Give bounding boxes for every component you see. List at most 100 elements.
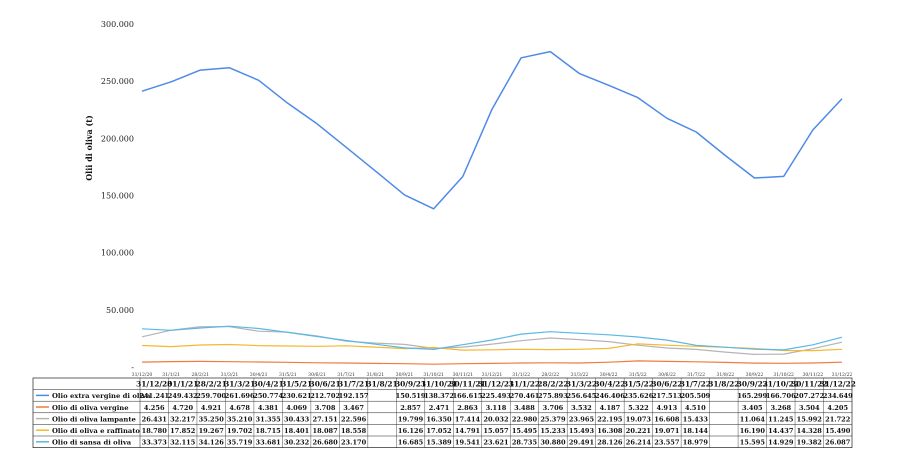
series-line-1 bbox=[141, 50, 843, 210]
x-tick-label: 31/10/21 bbox=[423, 372, 444, 378]
table-cell: 166.615 bbox=[453, 392, 483, 400]
table-cell: 32.115 bbox=[170, 439, 196, 447]
x-tick-label: 31/7/22 bbox=[687, 372, 705, 378]
table-cell: 3.268 bbox=[770, 404, 791, 412]
table-cell: 35.250 bbox=[199, 415, 225, 423]
table-cell: 25.379 bbox=[540, 415, 566, 423]
table-series-name: Olio di oliva lampante bbox=[52, 415, 137, 423]
x-tick-label: 31/7/21 bbox=[337, 372, 355, 378]
table-cell: 192.157 bbox=[339, 392, 369, 400]
table-cell: 22.195 bbox=[597, 415, 623, 423]
table-cell: 26.431 bbox=[142, 415, 167, 423]
series-line-2 bbox=[141, 360, 843, 365]
x-tick-label: 30/4/22 bbox=[600, 372, 618, 378]
table-header-date: 31/12/22 bbox=[820, 380, 856, 389]
table-cell: 18.087 bbox=[312, 427, 338, 435]
table-cell: 4.205 bbox=[827, 404, 848, 412]
table-header-date: 31/5/21 bbox=[281, 380, 312, 389]
data-table: 31/12/2031/1/2128/2/2131/3/2130/4/2131/5… bbox=[32, 377, 856, 448]
table-cell: 3.405 bbox=[742, 404, 763, 412]
table-cell: 30.880 bbox=[540, 439, 566, 447]
table-cell: 15.495 bbox=[512, 427, 538, 435]
table-cell: 22.596 bbox=[341, 415, 367, 423]
table-cell: 261.696 bbox=[225, 392, 255, 400]
table-cell: 20.221 bbox=[626, 427, 651, 435]
table-cell: 19.071 bbox=[654, 427, 679, 435]
table-cell: 19.541 bbox=[455, 439, 480, 447]
x-tick-label: 30/11/21 bbox=[453, 372, 474, 378]
table-cell: 15.233 bbox=[540, 427, 566, 435]
x-tick-label: 30/4/21 bbox=[250, 372, 268, 378]
x-tick-label: 31/12/22 bbox=[832, 372, 853, 378]
x-tick-label: 31/3/21 bbox=[221, 372, 239, 378]
table-cell: 18.979 bbox=[683, 439, 709, 447]
table-series-name: Olio di sansa di oliva bbox=[52, 439, 132, 447]
table-cell: 275.893 bbox=[538, 392, 568, 400]
table-cell: 166.706 bbox=[766, 392, 796, 400]
table-header-date: 28/2/21 bbox=[196, 380, 227, 389]
table-cell: 259.700 bbox=[196, 392, 226, 400]
table-cell: 212.702 bbox=[310, 392, 340, 400]
table-cell: 11.064 bbox=[740, 415, 766, 423]
x-tick-label: 31/12/20 bbox=[132, 372, 153, 378]
table-cell: 3.532 bbox=[571, 404, 592, 412]
table-cell: 4.187 bbox=[600, 404, 621, 412]
table-series-name: Olio di oliva e raffinato bbox=[52, 427, 140, 435]
x-tick-label: 28/2/21 bbox=[191, 372, 209, 378]
table-cell: 18.780 bbox=[142, 427, 168, 435]
table-header-date: 31/8/21 bbox=[367, 380, 398, 389]
table-header-date: 31/7/21 bbox=[338, 380, 369, 389]
table-cell: 14.328 bbox=[797, 427, 823, 435]
table-cell: 26.214 bbox=[626, 439, 652, 447]
table-cell: 22.980 bbox=[512, 415, 538, 423]
x-tick-label: 31/5/22 bbox=[629, 372, 647, 378]
table-cell: 23.557 bbox=[654, 439, 680, 447]
table-cell: 138.372 bbox=[424, 392, 454, 400]
x-tick-label: 28/2/22 bbox=[541, 372, 559, 378]
y-tick-label: - bbox=[131, 363, 134, 372]
table-header-date: 31/10/21 bbox=[421, 380, 457, 389]
table-cell: 30.433 bbox=[284, 415, 310, 423]
table-cell: 14.929 bbox=[768, 439, 794, 447]
table-cell: 225.493 bbox=[481, 392, 511, 400]
table-cell: 270.461 bbox=[510, 392, 540, 400]
table-cell: 16.350 bbox=[426, 415, 452, 423]
table-header-date: 30/6/21 bbox=[310, 380, 341, 389]
table-cell: 249.432 bbox=[168, 392, 198, 400]
series-lines bbox=[141, 50, 843, 365]
table-cell: 234.649 bbox=[823, 392, 853, 400]
table-header-date: 31/8/22 bbox=[708, 380, 739, 389]
table-cell: 5.322 bbox=[628, 404, 649, 412]
table-header-date: 31/3/22 bbox=[566, 380, 597, 389]
table-cell: 30.232 bbox=[284, 439, 309, 447]
table-cell: 31.355 bbox=[256, 415, 282, 423]
y-tick-label: 100.000 bbox=[101, 249, 134, 258]
table-cell: 15.992 bbox=[797, 415, 822, 423]
table-cell: 35.210 bbox=[227, 415, 253, 423]
y-tick-label: 50.000 bbox=[106, 306, 134, 315]
table-series-name: Olio extra vergine di oliva bbox=[52, 392, 151, 400]
table-cell: 18.715 bbox=[256, 427, 282, 435]
table-cell: 17.852 bbox=[170, 427, 195, 435]
table-header-date: 30/11/22 bbox=[791, 380, 827, 389]
table-header-date: 30/11/21 bbox=[449, 380, 485, 389]
table-cell: 19.073 bbox=[626, 415, 652, 423]
table-cell: 16.685 bbox=[398, 439, 424, 447]
table-cell: 33.681 bbox=[256, 439, 281, 447]
table-cell: 20.032 bbox=[483, 415, 508, 423]
x-tick-label: 31/1/21 bbox=[162, 372, 180, 378]
table-header-date: 30/9/21 bbox=[395, 380, 426, 389]
y-tick-label: 150.000 bbox=[101, 192, 134, 201]
table-cell: 32.217 bbox=[170, 415, 196, 423]
table-cell: 4.678 bbox=[229, 404, 250, 412]
table-cell: 241.241 bbox=[139, 392, 169, 400]
table-cell: 3.488 bbox=[514, 404, 535, 412]
x-tick-label: 31/1/22 bbox=[512, 372, 530, 378]
series-line-3 bbox=[141, 326, 843, 355]
table-cell: 2.471 bbox=[429, 404, 450, 412]
table-cell: 207.272 bbox=[794, 392, 824, 400]
table-cell: 15.389 bbox=[426, 439, 452, 447]
y-tick-label: 300.000 bbox=[101, 20, 134, 29]
table-cell: 28.126 bbox=[597, 439, 623, 447]
table-header-date: 31/5/22 bbox=[623, 380, 654, 389]
